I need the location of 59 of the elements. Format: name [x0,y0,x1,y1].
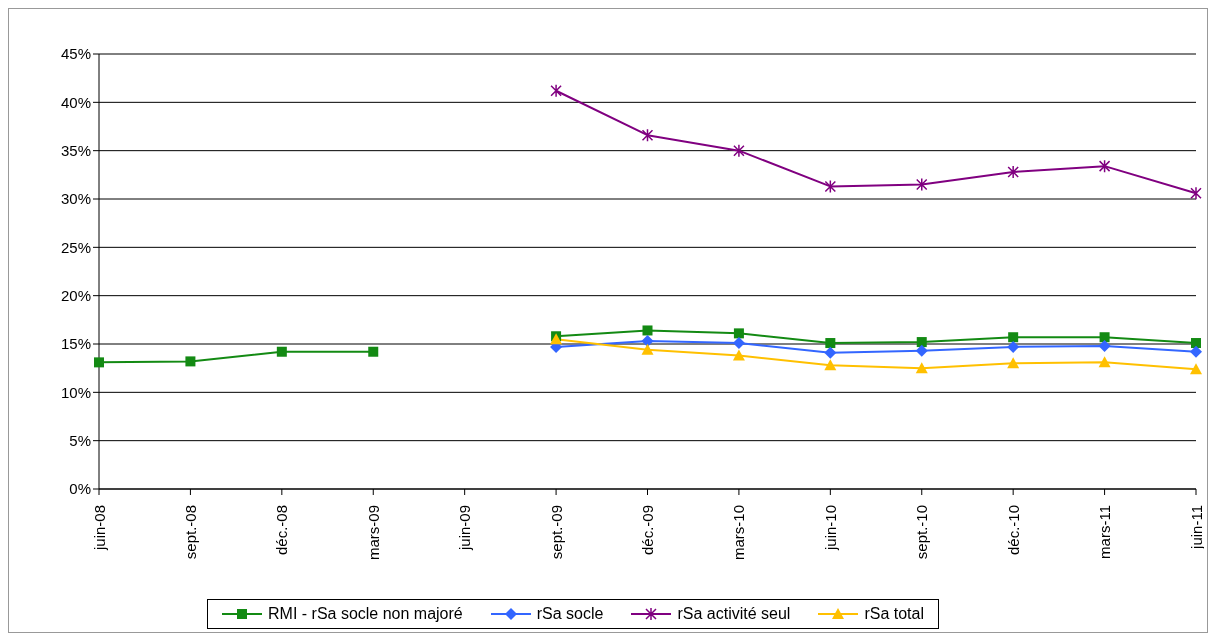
point [732,337,745,350]
point [1190,345,1202,358]
x-tick-label: juin-11 [1187,505,1205,550]
point [1008,332,1019,343]
x-tick-label: sept.-10 [913,505,931,560]
point [915,344,928,357]
point [185,356,196,367]
point [1007,340,1020,353]
x-tick-label: sept.-09 [547,505,565,560]
point [824,179,837,194]
x-tick-label: juin-08 [90,505,108,552]
x-tick-label: mars-10 [730,505,748,561]
legend-label: rSa socle [536,605,604,623]
x-tick-label: juin-09 [456,505,474,552]
point [1007,165,1019,179]
point [1007,357,1020,369]
point [641,128,654,142]
point [1098,356,1111,368]
point [733,143,745,158]
point [733,328,744,339]
point [825,338,836,349]
y-tick-label: 15% [60,335,91,353]
y-tick-label: 5% [69,431,91,449]
point [368,346,379,357]
point [732,349,745,361]
point [1098,159,1111,173]
legend-label: rSa activité seul [677,605,791,623]
point [1190,186,1202,200]
point [641,343,654,355]
point [916,337,927,348]
y-tick-label: 45% [60,45,91,63]
y-tick-label: 0% [69,480,91,498]
point [1191,338,1201,349]
point [276,346,287,357]
legend-label: RMI - rSa socle non majoré [268,605,463,623]
point [824,359,837,371]
y-tick-label: 35% [60,141,91,159]
point [550,83,562,98]
point [642,325,653,336]
y-tick-label: 20% [60,286,91,304]
point [1098,339,1111,352]
y-tick-label: 40% [60,93,91,111]
point [915,362,928,374]
x-tick-label: sept.-08 [181,505,199,560]
point [824,346,837,359]
x-tick-label: juin-10 [821,505,839,552]
point [1099,332,1110,343]
y-tick-label: 10% [60,383,91,401]
x-tick-label: mars-09 [364,505,382,561]
point [94,357,104,368]
point [1190,363,1202,375]
y-tick-label: 25% [60,238,91,256]
y-tick-label: 30% [60,190,91,208]
x-tick-label: déc.-10 [1004,505,1022,556]
x-tick-label: déc.-08 [273,505,291,556]
point [916,177,928,192]
x-tick-label: mars-11 [1096,505,1114,559]
x-tick-label: déc.-09 [639,505,656,556]
legend-label: rSa total [864,605,924,623]
